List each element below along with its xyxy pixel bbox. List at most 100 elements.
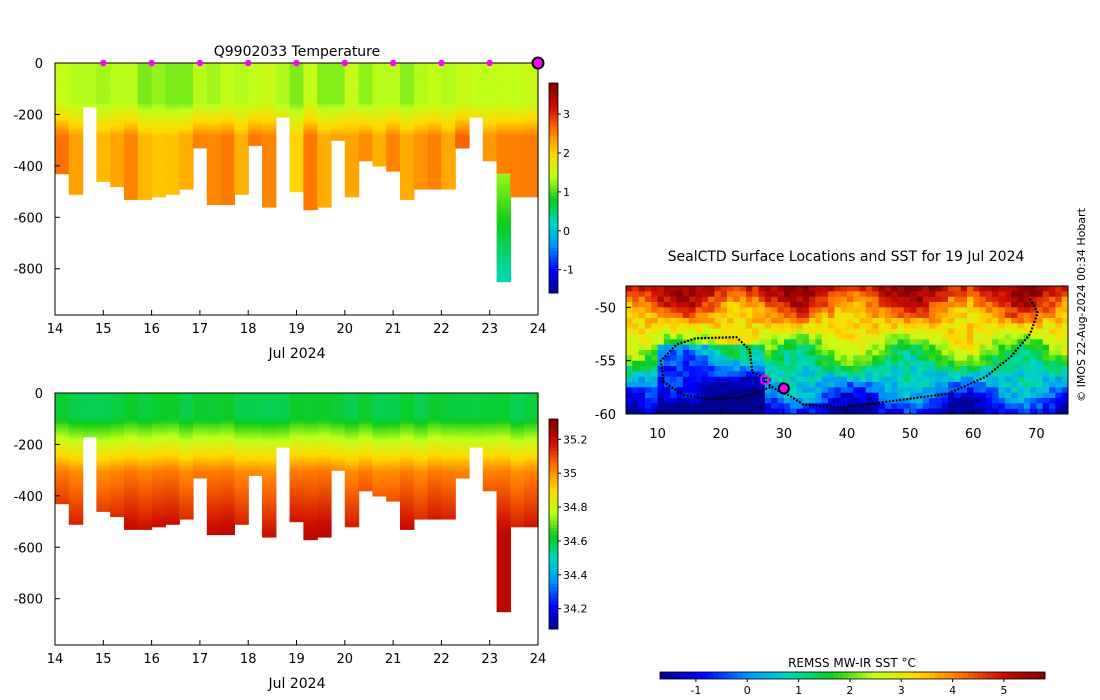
profile-cell bbox=[262, 101, 277, 105]
profile-cell bbox=[137, 111, 153, 116]
profile-cell bbox=[510, 147, 525, 152]
profile-cell bbox=[482, 408, 498, 412]
profile-cell bbox=[400, 181, 415, 185]
profile-cell bbox=[151, 183, 166, 188]
profile-cell bbox=[441, 413, 456, 417]
profile-cell bbox=[496, 181, 511, 185]
temperature-section-plot: 14 15 16 17 18 19 20 21 22 23 240-200-400-600-800 … bbox=[13, 44, 573, 362]
sst-cell bbox=[739, 366, 747, 372]
colorbar-swatch bbox=[549, 429, 558, 434]
profile-cell bbox=[455, 142, 470, 146]
profile-cell bbox=[331, 78, 346, 82]
profile-cell bbox=[96, 86, 111, 90]
sst-cell bbox=[638, 323, 646, 330]
sst-cell bbox=[720, 323, 728, 330]
profile-cell bbox=[482, 467, 498, 471]
profile-cell bbox=[124, 93, 139, 98]
profile-cell bbox=[317, 408, 332, 412]
profile-cell bbox=[358, 127, 373, 131]
sst-cell bbox=[878, 371, 886, 378]
profile-cell bbox=[206, 413, 222, 417]
sst-cell bbox=[632, 382, 640, 388]
profile-cell bbox=[165, 488, 180, 492]
profile-cell bbox=[275, 73, 291, 77]
sst-cell bbox=[632, 376, 640, 383]
profile-cell bbox=[151, 436, 166, 440]
profile-cell bbox=[496, 544, 511, 548]
sst-cell bbox=[872, 286, 880, 292]
sst-cell bbox=[802, 296, 810, 303]
profile-cell bbox=[165, 490, 180, 494]
profile-cell bbox=[331, 465, 346, 469]
sst-cell bbox=[1023, 296, 1031, 303]
profile-cell bbox=[165, 400, 180, 404]
profile-cell bbox=[206, 65, 222, 69]
sst-cell bbox=[973, 291, 981, 298]
sst-cell bbox=[758, 291, 766, 298]
profile-cell bbox=[455, 117, 470, 121]
sst-cell bbox=[948, 296, 955, 303]
profile-cell bbox=[524, 416, 539, 420]
profile-cell bbox=[358, 117, 373, 121]
sst-cell bbox=[935, 350, 943, 356]
profile-cell bbox=[303, 495, 318, 500]
sst-cell bbox=[689, 286, 696, 292]
sst-cell bbox=[954, 350, 962, 356]
profile-cell bbox=[193, 111, 208, 116]
salinity-axes: 14 15 16 17 18 19 20 21 22 23 240-200-400-600-800 bbox=[13, 387, 546, 667]
profile-cell bbox=[303, 526, 318, 530]
profile-cell bbox=[96, 137, 111, 141]
profile-cell bbox=[303, 516, 318, 520]
profile-cell bbox=[482, 431, 498, 435]
sst-cell bbox=[916, 318, 924, 324]
profile-cell bbox=[137, 393, 153, 397]
profile-cell bbox=[137, 459, 153, 464]
profile-cell bbox=[220, 531, 235, 536]
profile-cell bbox=[275, 421, 291, 425]
profile-cell bbox=[289, 127, 304, 131]
profile-cell bbox=[427, 513, 442, 518]
profile-cell bbox=[96, 452, 111, 456]
sst-cell bbox=[967, 286, 974, 292]
profile-cell bbox=[151, 483, 166, 487]
sst-cell bbox=[670, 366, 677, 372]
profile-cell bbox=[193, 457, 208, 461]
profile-cell bbox=[137, 109, 153, 113]
profile-cell bbox=[303, 454, 318, 458]
sst-cell bbox=[771, 307, 778, 314]
sst-cell bbox=[910, 403, 917, 410]
profile-cell bbox=[206, 400, 222, 404]
profile-cell bbox=[96, 393, 111, 397]
sst-cell bbox=[701, 334, 709, 340]
profile-cell bbox=[344, 475, 360, 479]
colorbar-swatch bbox=[549, 531, 558, 535]
sst-cell bbox=[626, 360, 633, 367]
y-tick-label: 0 bbox=[35, 387, 43, 402]
sst-cell bbox=[916, 291, 924, 298]
profile-cell bbox=[455, 91, 470, 95]
profile-cell bbox=[303, 207, 318, 211]
profile-cell bbox=[524, 441, 539, 446]
sst-cell bbox=[802, 339, 810, 346]
colorbar-swatch bbox=[549, 86, 558, 91]
sst-cell bbox=[1004, 360, 1012, 367]
profile-cell bbox=[234, 508, 249, 512]
profile-cell bbox=[179, 423, 194, 428]
profile-cell bbox=[496, 567, 511, 572]
profile-cell bbox=[469, 111, 484, 116]
profile-cell bbox=[303, 83, 318, 87]
profile-cell bbox=[124, 111, 139, 116]
sst-cell bbox=[676, 355, 684, 362]
profile-cell bbox=[151, 65, 166, 69]
profile-cell bbox=[455, 73, 470, 77]
profile-cell bbox=[193, 472, 208, 476]
profile-cell bbox=[441, 96, 456, 100]
profile-cell bbox=[68, 413, 84, 417]
profile-cell bbox=[344, 70, 360, 74]
profile-cell bbox=[524, 423, 539, 428]
sst-cell bbox=[651, 339, 659, 346]
profile-cell bbox=[386, 147, 401, 152]
profile-cell bbox=[193, 104, 208, 108]
sst-cell bbox=[884, 334, 892, 340]
profile-cell bbox=[68, 88, 84, 92]
